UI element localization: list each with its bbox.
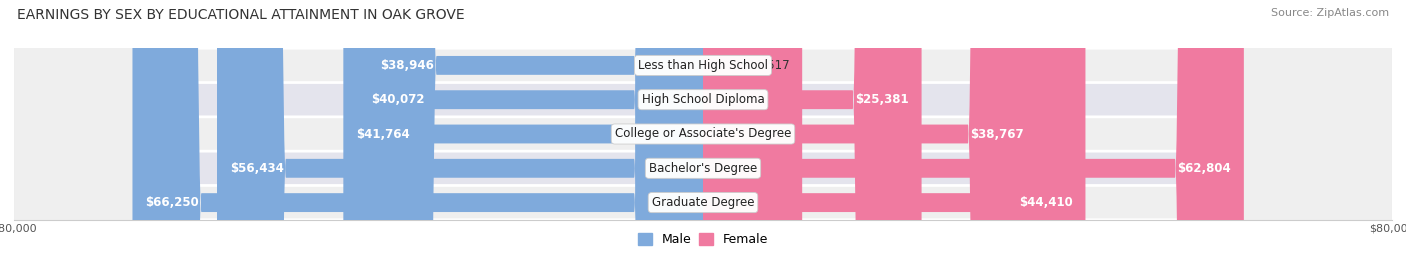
FancyBboxPatch shape bbox=[703, 0, 1244, 268]
FancyBboxPatch shape bbox=[14, 0, 1392, 268]
FancyBboxPatch shape bbox=[217, 0, 703, 268]
Text: $62,804: $62,804 bbox=[1177, 162, 1230, 175]
Text: $25,381: $25,381 bbox=[855, 93, 908, 106]
Text: $66,250: $66,250 bbox=[145, 196, 200, 209]
Text: Less than High School: Less than High School bbox=[638, 59, 768, 72]
Text: Source: ZipAtlas.com: Source: ZipAtlas.com bbox=[1271, 8, 1389, 18]
FancyBboxPatch shape bbox=[359, 0, 703, 268]
Text: $56,434: $56,434 bbox=[231, 162, 284, 175]
Text: Graduate Degree: Graduate Degree bbox=[652, 196, 754, 209]
Text: $40,072: $40,072 bbox=[371, 93, 425, 106]
Text: Bachelor's Degree: Bachelor's Degree bbox=[650, 162, 756, 175]
Text: $38,946: $38,946 bbox=[381, 59, 434, 72]
FancyBboxPatch shape bbox=[367, 0, 703, 268]
FancyBboxPatch shape bbox=[703, 0, 1036, 268]
FancyBboxPatch shape bbox=[14, 0, 1392, 268]
Text: $38,767: $38,767 bbox=[970, 128, 1024, 140]
Text: College or Associate's Degree: College or Associate's Degree bbox=[614, 128, 792, 140]
FancyBboxPatch shape bbox=[703, 0, 803, 268]
Text: $11,517: $11,517 bbox=[741, 59, 789, 72]
Text: $44,410: $44,410 bbox=[1019, 196, 1073, 209]
FancyBboxPatch shape bbox=[703, 0, 1085, 268]
FancyBboxPatch shape bbox=[14, 0, 1392, 268]
Text: High School Diploma: High School Diploma bbox=[641, 93, 765, 106]
FancyBboxPatch shape bbox=[14, 0, 1392, 268]
FancyBboxPatch shape bbox=[703, 0, 921, 268]
FancyBboxPatch shape bbox=[132, 0, 703, 268]
Text: EARNINGS BY SEX BY EDUCATIONAL ATTAINMENT IN OAK GROVE: EARNINGS BY SEX BY EDUCATIONAL ATTAINMEN… bbox=[17, 8, 464, 22]
FancyBboxPatch shape bbox=[14, 0, 1392, 268]
Text: $41,764: $41,764 bbox=[356, 128, 411, 140]
FancyBboxPatch shape bbox=[343, 0, 703, 268]
Legend: Male, Female: Male, Female bbox=[633, 228, 773, 251]
